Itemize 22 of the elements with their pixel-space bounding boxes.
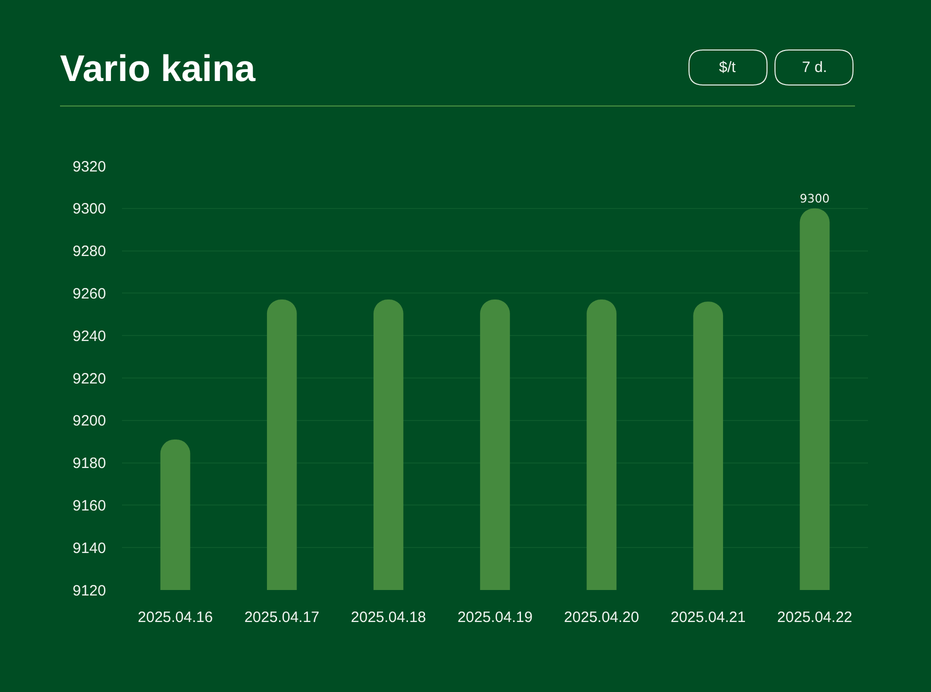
y-tick-label: 9160 [72, 497, 106, 514]
x-tick-label: 2025.04.18 [350, 609, 426, 626]
y-tick-label: 9180 [72, 455, 106, 472]
text: $/t [719, 59, 737, 76]
y-tick-label: 9320 [72, 158, 106, 176]
y-tick-label: 9240 [72, 328, 106, 345]
x-tick-label: 2025.04.16 [138, 609, 213, 626]
y-tick-label: 9220 [72, 370, 106, 388]
x-tick-label: 2025.04.22 [777, 609, 852, 626]
chart-title: Vario kaina [60, 48, 256, 89]
y-tick-label: 9120 [72, 582, 106, 600]
y-tick-label: 9200 [72, 412, 106, 430]
y-tick-label: 9280 [72, 243, 106, 260]
x-tick-label: 2025.04.19 [457, 609, 533, 626]
text: 7 d. [802, 59, 828, 76]
y-tick-label: 9260 [72, 285, 106, 302]
x-tick-label: 2025.04.21 [670, 609, 746, 626]
x-tick-label: 2025.04.17 [244, 609, 320, 626]
x-tick-label: 2025.04.20 [564, 609, 640, 626]
y-tick-label: 9140 [72, 540, 106, 557]
y-tick-label: 9300 [72, 200, 106, 218]
data-label: 9300 [800, 191, 830, 206]
